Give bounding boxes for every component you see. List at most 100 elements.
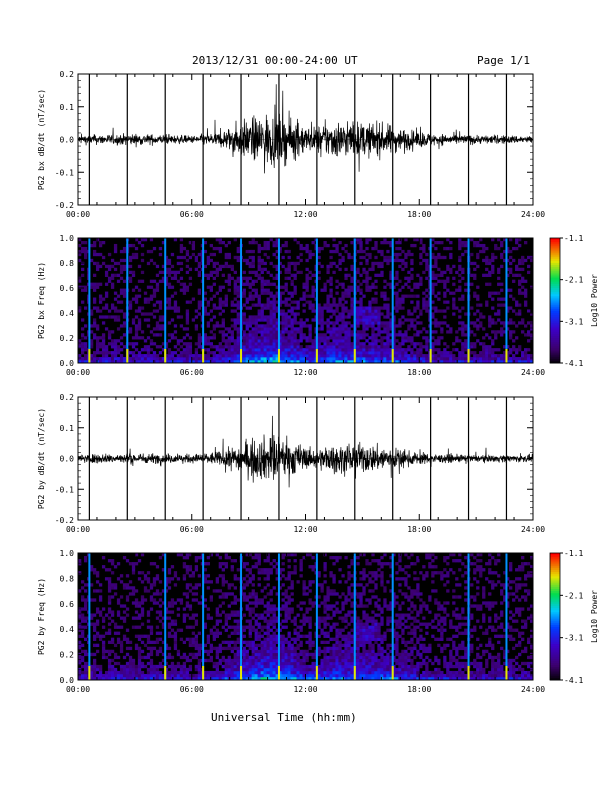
spectrogram-cell (164, 673, 169, 678)
spectrogram-cell (389, 321, 393, 325)
spectrogram-cell (254, 270, 258, 275)
spectrogram-cell (344, 327, 348, 331)
spectrogram-cell (359, 303, 363, 307)
spectrogram-cell (206, 300, 211, 304)
spectrogram-cell (245, 249, 249, 254)
spectrogram-cell (521, 357, 525, 361)
spectrogram-cell (227, 264, 231, 269)
spectrogram-cell (194, 655, 199, 660)
spectrogram-cell (137, 637, 142, 641)
spectrogram-cell (293, 333, 297, 337)
spectrogram-cell (80, 649, 85, 654)
spectrogram-cell (197, 661, 202, 666)
spectrogram-cell (266, 658, 270, 663)
spectrogram-cell (344, 309, 348, 313)
spectrogram-cell (281, 670, 285, 675)
y-tick-label: 0.2 (60, 70, 75, 79)
spectrogram-cell (107, 610, 112, 614)
spectrogram-cell (78, 571, 82, 575)
spectrogram-cell (143, 655, 148, 660)
spectrogram-cell (215, 613, 219, 617)
spectrogram-cell (95, 309, 100, 313)
spectrogram-cell (323, 351, 327, 355)
spectrogram-cell (137, 571, 142, 575)
spectrogram-cell (80, 628, 85, 632)
spectrogram-cell (179, 282, 184, 286)
spectrogram-cell (248, 291, 252, 295)
spectrogram-cell (101, 255, 106, 260)
spectrogram-cell (233, 288, 237, 292)
spectrogram-cell (78, 238, 82, 242)
y-tick-label: 0.4 (60, 309, 75, 318)
spectrogram-cell (281, 625, 285, 629)
spectrogram-cell (146, 312, 151, 316)
spectrogram-cell (227, 616, 231, 620)
colorbar-tick-label: -2.1 (564, 276, 583, 285)
spectrogram-cell (299, 661, 303, 666)
spectrogram-cell (194, 592, 199, 596)
spectrogram-cell (386, 315, 390, 319)
spectrogram-cell (218, 676, 222, 681)
spectrogram-cell (242, 360, 246, 364)
spectrogram-cell (473, 291, 477, 295)
spectrogram-cell (242, 670, 246, 675)
spectrogram-cell (320, 333, 324, 337)
spectrogram-cell (78, 640, 82, 645)
spectrogram-cell (356, 285, 360, 289)
spectrogram-cell (281, 360, 285, 364)
spectrogram-cell (167, 351, 172, 355)
spectrogram-cell (92, 360, 97, 364)
spectrogram-cell (92, 336, 97, 340)
spectrogram-cell (242, 282, 246, 286)
spectrogram-cell (293, 342, 297, 346)
spectrogram-cell (236, 336, 240, 340)
spectrogram-cell (134, 327, 139, 331)
spectrogram-cell (92, 652, 97, 657)
spectrogram-cell (164, 646, 169, 651)
spectrogram-cell (257, 267, 261, 272)
spectrogram-cell (272, 336, 276, 340)
spectrogram-cell (254, 676, 258, 681)
spectrogram-cell (254, 664, 258, 669)
spectrogram-cell (305, 673, 309, 678)
spectrogram-cell (392, 342, 396, 346)
spectrogram-cell (227, 658, 231, 663)
spectrogram-cell (329, 306, 333, 310)
spectrogram-cell (230, 357, 234, 361)
spectrogram-cell (212, 306, 216, 310)
spectrogram-cell (167, 586, 172, 590)
spectrogram-cell (245, 360, 249, 364)
spectrogram-cell (437, 273, 441, 277)
spectrogram-cell (173, 676, 178, 681)
spectrogram-cell (329, 336, 333, 340)
spectrogram-cell (407, 324, 411, 328)
spectrogram-cell (104, 351, 109, 355)
spectrogram-cell (350, 345, 354, 349)
spectrogram-cell (260, 279, 264, 283)
spectrogram-cell (194, 315, 199, 319)
spectrogram-cell (188, 240, 193, 245)
x-tick-label: 18:00 (407, 368, 431, 377)
spectrogram-cell (164, 279, 169, 283)
spectrogram-cell (275, 339, 279, 343)
spectrogram-cell (377, 261, 381, 266)
spectrogram-cell (473, 324, 477, 328)
spectrogram-cell (500, 243, 504, 248)
spectrogram-cell (209, 646, 213, 651)
spectrogram-cell (299, 324, 303, 328)
spectrogram-cell (179, 267, 184, 272)
spectrogram-cell (284, 249, 288, 254)
spectrogram-cell (236, 318, 240, 322)
spectrogram-cell (473, 261, 477, 266)
spectrogram-cell (398, 357, 402, 361)
spectrogram-cell (80, 327, 85, 331)
spectrogram-cell (248, 553, 252, 557)
spectrogram-cell (98, 342, 103, 346)
spectrogram-cell (299, 670, 303, 675)
spectrogram-cell (257, 351, 261, 355)
spectrogram-cell (209, 616, 213, 620)
spectrogram-cell (524, 351, 528, 355)
spectrogram-cell (386, 297, 390, 301)
spectrogram-cell (266, 354, 270, 358)
spectrogram-cell (311, 318, 315, 322)
